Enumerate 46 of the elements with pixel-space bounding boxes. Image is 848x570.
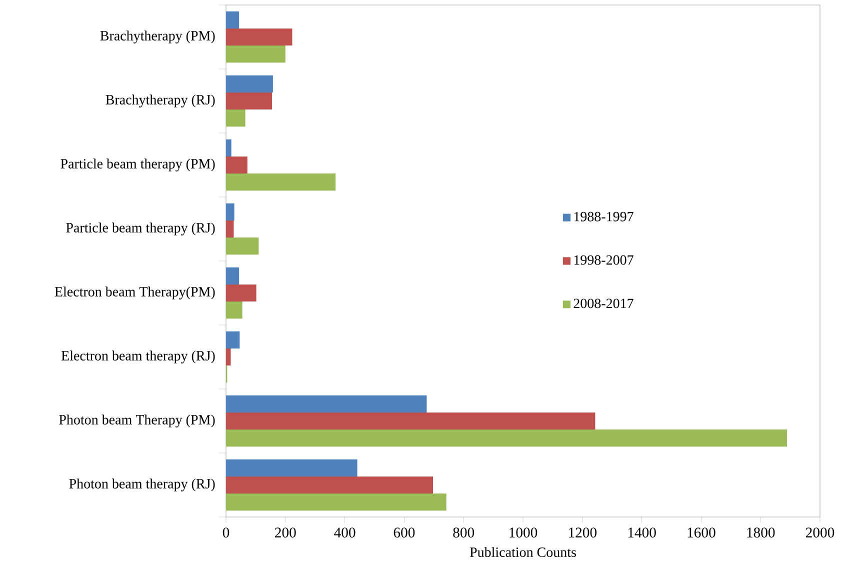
bar <box>226 75 273 92</box>
legend-label: 2008-2017 <box>574 298 634 308</box>
bar <box>226 348 231 366</box>
x-axis-title: Publication Counts <box>470 547 576 557</box>
y-tick-label: Photon beam therapy (RJ) <box>69 478 215 492</box>
x-tick-label: 1200 <box>569 528 597 538</box>
y-tick-label: Particle beam therapy (PM) <box>60 158 215 172</box>
x-tick-label: 1600 <box>688 528 716 538</box>
bar <box>226 267 240 284</box>
y-tick-label: Brachytherapy (RJ) <box>106 94 215 108</box>
y-tick-label: Electron beam Therapy(PM) <box>54 286 215 300</box>
legend-label: 1988-1997 <box>574 212 634 222</box>
x-tick-label: 1400 <box>628 528 656 538</box>
bar <box>226 92 272 110</box>
bar <box>226 46 286 63</box>
bar <box>226 331 240 348</box>
bar <box>226 302 242 319</box>
bar <box>226 28 292 46</box>
bar <box>226 11 240 28</box>
bar <box>226 203 234 220</box>
bar <box>226 476 434 494</box>
x-tick-label: 2000 <box>806 528 834 538</box>
x-tick-label: 1000 <box>510 528 538 538</box>
bar <box>226 238 259 255</box>
bar <box>226 284 256 302</box>
x-tick-label: 0 <box>222 528 230 538</box>
bar <box>226 220 234 238</box>
bar <box>226 156 248 174</box>
y-tick-label: Particle beam therapy (RJ) <box>66 222 215 236</box>
y-tick-label: Photon beam Therapy (PM) <box>59 414 215 428</box>
legend-label: 1998-2007 <box>574 255 634 265</box>
x-tick-label: 200 <box>275 528 296 538</box>
y-tick-label: Electron beam therapy (RJ) <box>61 350 215 364</box>
bar <box>226 110 246 127</box>
bar <box>226 494 446 511</box>
y-tick-label: Brachytherapy (PM) <box>100 30 215 44</box>
bar <box>226 459 358 476</box>
bar <box>226 395 427 412</box>
x-tick-label: 1800 <box>747 528 775 538</box>
bar <box>226 412 596 430</box>
bar <box>226 139 232 156</box>
bar <box>226 174 336 191</box>
bar <box>226 430 788 447</box>
x-tick-label: 400 <box>334 528 356 538</box>
x-tick-label: 800 <box>453 528 474 538</box>
x-tick-label: 600 <box>394 528 415 538</box>
